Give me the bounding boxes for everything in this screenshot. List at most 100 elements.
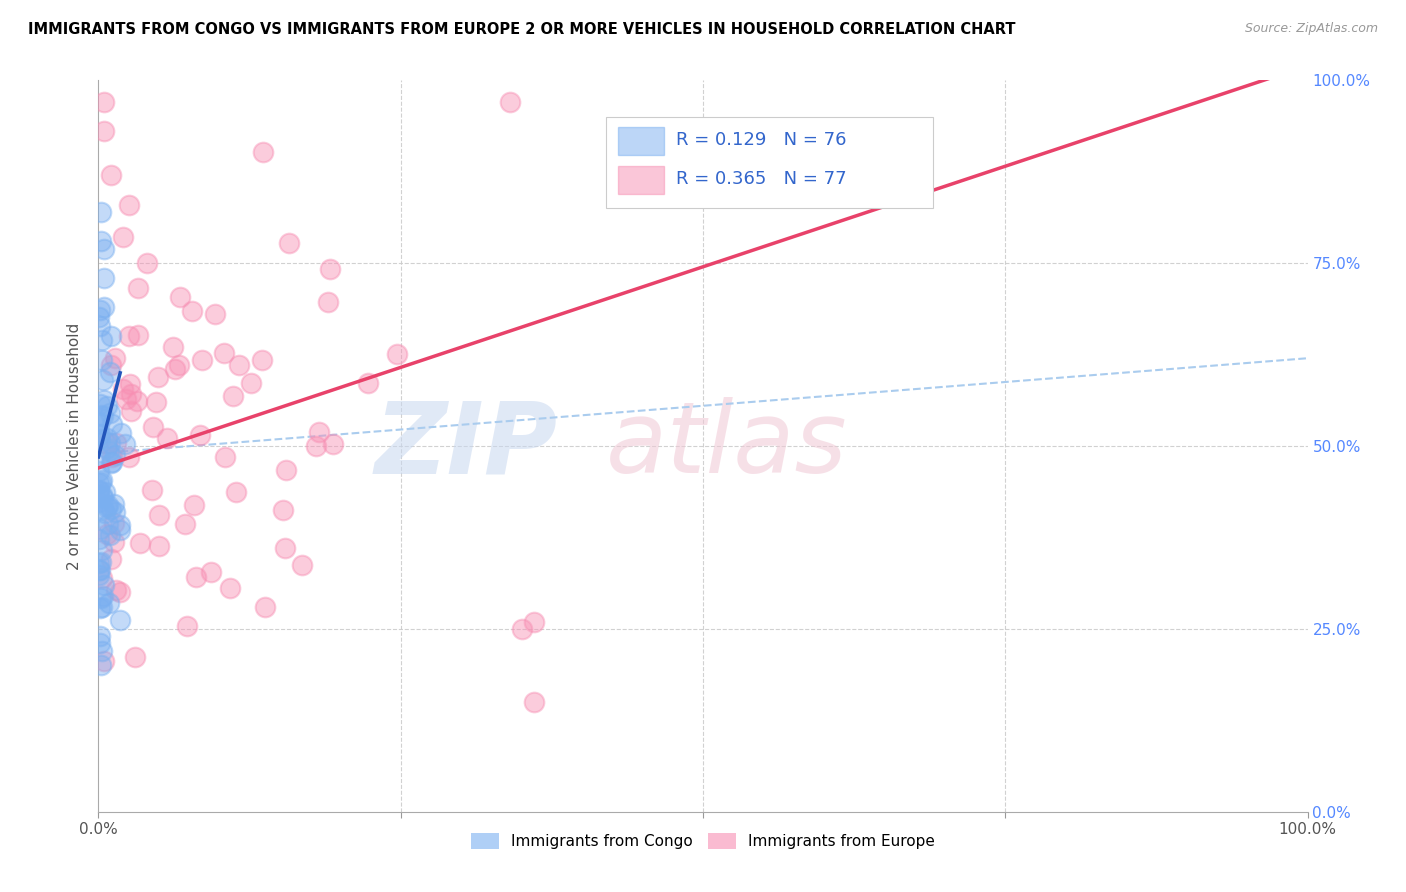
Text: ZIP: ZIP — [375, 398, 558, 494]
Y-axis label: 2 or more Vehicles in Household: 2 or more Vehicles in Household — [67, 322, 83, 570]
Text: Source: ZipAtlas.com: Source: ZipAtlas.com — [1244, 22, 1378, 36]
Point — [96, 500, 118, 515]
Point — [98, 406, 121, 420]
Point — [169, 290, 191, 304]
Point — [93, 392, 115, 407]
Point — [218, 581, 240, 595]
Point — [93, 300, 115, 314]
Point — [90, 205, 112, 219]
Point — [274, 463, 297, 477]
Point — [90, 599, 112, 614]
Point — [96, 516, 118, 531]
Point — [90, 555, 112, 569]
Point — [96, 399, 118, 413]
Point — [271, 502, 294, 516]
Point — [225, 485, 247, 500]
Point — [105, 582, 128, 597]
Point — [108, 523, 131, 537]
Point — [89, 629, 111, 643]
Point — [87, 557, 110, 571]
Point — [90, 473, 112, 487]
Point — [91, 644, 114, 658]
Point — [112, 382, 135, 396]
Point — [101, 417, 124, 432]
Point — [87, 483, 110, 498]
Point — [148, 369, 170, 384]
Point — [191, 353, 214, 368]
Point — [94, 506, 117, 520]
Point — [174, 517, 197, 532]
Point — [87, 567, 110, 582]
Point — [181, 304, 204, 318]
Point — [91, 491, 114, 505]
Point — [186, 570, 208, 584]
Point — [120, 376, 142, 391]
Point — [127, 280, 149, 294]
Point — [118, 450, 141, 464]
Point — [498, 95, 520, 110]
Point — [100, 552, 122, 566]
Point — [90, 488, 112, 502]
Point — [111, 230, 134, 244]
Point — [89, 432, 111, 446]
Point — [90, 543, 112, 558]
Point — [89, 636, 111, 650]
Point — [101, 450, 124, 464]
Point — [100, 501, 122, 516]
Point — [87, 464, 110, 478]
Point — [103, 497, 125, 511]
Point — [118, 197, 141, 211]
Point — [97, 498, 120, 512]
Point — [87, 563, 110, 577]
Point — [100, 456, 122, 470]
FancyBboxPatch shape — [619, 127, 664, 155]
Point — [124, 650, 146, 665]
Point — [319, 262, 342, 277]
Point — [254, 600, 277, 615]
Point — [89, 522, 111, 536]
Point — [90, 408, 112, 422]
Point — [114, 437, 136, 451]
Point — [127, 328, 149, 343]
Point — [141, 483, 163, 497]
Point — [90, 234, 112, 248]
Point — [87, 428, 110, 442]
Point — [108, 518, 131, 533]
Point — [142, 420, 165, 434]
Point — [91, 373, 114, 387]
Point — [167, 359, 190, 373]
Point — [120, 404, 142, 418]
Point — [183, 498, 205, 512]
Point — [100, 169, 122, 183]
Text: IMMIGRANTS FROM CONGO VS IMMIGRANTS FROM EUROPE 2 OR MORE VEHICLES IN HOUSEHOLD : IMMIGRANTS FROM CONGO VS IMMIGRANTS FROM… — [28, 22, 1015, 37]
Point — [91, 589, 114, 603]
Point — [93, 242, 115, 256]
FancyBboxPatch shape — [619, 166, 664, 194]
Text: R = 0.129   N = 76: R = 0.129 N = 76 — [676, 131, 846, 149]
Point — [89, 476, 111, 491]
Point — [87, 415, 110, 429]
Point — [93, 95, 115, 110]
Point — [90, 591, 112, 605]
Point — [98, 528, 121, 542]
Point — [162, 340, 184, 354]
Point — [204, 307, 226, 321]
Point — [252, 353, 274, 368]
Point — [93, 578, 115, 592]
Point — [96, 527, 118, 541]
Point — [222, 389, 245, 403]
Point — [274, 541, 297, 555]
Point — [212, 346, 235, 360]
Point — [214, 450, 236, 464]
Point — [523, 695, 546, 709]
Point — [100, 455, 122, 469]
Point — [188, 428, 211, 442]
Point — [91, 409, 114, 424]
Point — [87, 494, 110, 508]
Point — [200, 566, 222, 580]
Point — [115, 392, 138, 407]
Point — [278, 235, 301, 250]
Point — [104, 448, 127, 462]
Point — [308, 425, 330, 439]
Point — [93, 124, 115, 138]
